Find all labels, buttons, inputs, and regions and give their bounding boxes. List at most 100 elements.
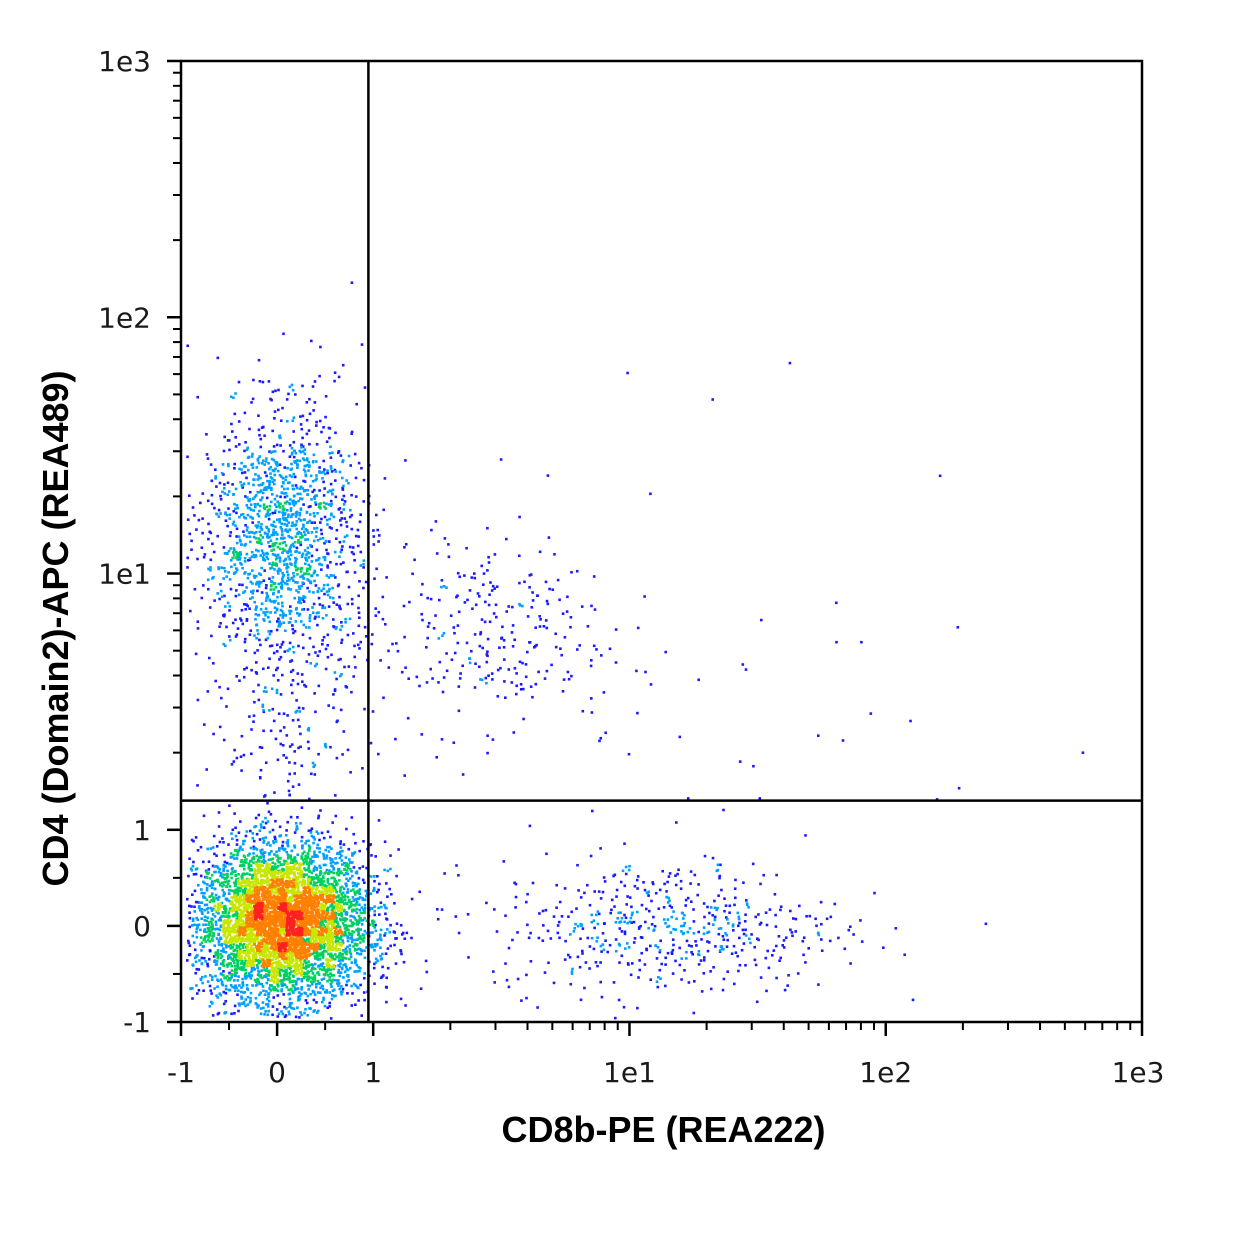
event-dot bbox=[319, 881, 323, 884]
event-dot bbox=[323, 606, 327, 609]
event-dot bbox=[243, 956, 247, 959]
event-dot bbox=[296, 581, 299, 584]
event-dot bbox=[627, 963, 630, 966]
event-dot bbox=[300, 620, 303, 623]
event-dot bbox=[300, 1013, 303, 1017]
event-dot bbox=[652, 915, 655, 919]
event-dot bbox=[636, 910, 639, 914]
event-dot bbox=[317, 611, 320, 614]
event-dot bbox=[268, 545, 271, 548]
event-dot bbox=[278, 624, 282, 628]
event-dot bbox=[602, 876, 606, 879]
event-dot bbox=[711, 914, 714, 917]
event-dot bbox=[303, 971, 306, 975]
event-dot bbox=[308, 590, 311, 593]
event-dot bbox=[644, 920, 647, 924]
event-dot bbox=[644, 670, 647, 674]
event-dot bbox=[319, 963, 323, 966]
event-dot bbox=[278, 620, 282, 623]
event-dot bbox=[537, 670, 540, 674]
event-dot bbox=[259, 538, 262, 542]
event-dot bbox=[327, 576, 331, 579]
event-dot bbox=[235, 838, 239, 842]
event-dot bbox=[324, 415, 327, 419]
event-dot bbox=[357, 999, 360, 1002]
event-dot bbox=[352, 930, 356, 934]
event-dot bbox=[241, 981, 245, 984]
event-dot bbox=[230, 832, 233, 835]
event-dot bbox=[302, 623, 306, 627]
event-dot bbox=[296, 886, 300, 889]
event-dot bbox=[217, 943, 221, 946]
event-dot bbox=[341, 990, 344, 994]
event-dot bbox=[243, 572, 246, 575]
event-dot bbox=[357, 606, 360, 610]
event-dot bbox=[269, 989, 272, 992]
event-dot bbox=[265, 496, 269, 500]
event-dot bbox=[334, 794, 337, 797]
event-dot bbox=[759, 882, 762, 886]
event-dot bbox=[262, 558, 265, 561]
event-dot bbox=[299, 497, 302, 500]
event-dot bbox=[334, 911, 338, 915]
event-dot bbox=[205, 898, 209, 902]
event-dot bbox=[202, 860, 205, 864]
event-dot bbox=[283, 582, 287, 585]
event-dot bbox=[372, 924, 375, 927]
event-dot bbox=[355, 952, 359, 955]
event-dot bbox=[284, 529, 287, 532]
event-dot bbox=[276, 679, 280, 682]
event-dot bbox=[342, 976, 345, 979]
event-dot bbox=[327, 889, 331, 892]
event-dot bbox=[552, 981, 556, 985]
event-dot bbox=[356, 891, 360, 894]
event-dot bbox=[566, 670, 570, 674]
event-dot bbox=[443, 872, 446, 875]
event-dot bbox=[273, 473, 277, 477]
event-dot bbox=[290, 453, 294, 456]
event-dot bbox=[256, 871, 260, 875]
event-dot bbox=[513, 667, 517, 670]
event-dot bbox=[438, 598, 441, 602]
event-dot bbox=[342, 963, 345, 967]
event-dot bbox=[254, 874, 258, 877]
event-dot bbox=[317, 982, 320, 985]
event-dot bbox=[737, 915, 741, 919]
event-dot bbox=[306, 970, 309, 973]
event-dot bbox=[254, 956, 257, 959]
event-dot bbox=[267, 486, 271, 490]
event-dot bbox=[311, 980, 314, 984]
event-dot bbox=[610, 898, 614, 902]
event-dot bbox=[369, 875, 373, 878]
event-dot bbox=[196, 992, 199, 995]
event-dot bbox=[347, 879, 350, 882]
event-dot bbox=[354, 534, 358, 538]
event-dot bbox=[425, 970, 429, 974]
event-dot bbox=[273, 497, 277, 501]
event-dot bbox=[336, 939, 340, 943]
event-dot bbox=[356, 985, 359, 989]
event-dot bbox=[280, 846, 284, 850]
event-dot bbox=[289, 535, 292, 539]
event-dot bbox=[294, 822, 298, 825]
event-dot bbox=[593, 890, 596, 893]
event-dot bbox=[317, 880, 320, 883]
event-dot bbox=[290, 462, 293, 466]
event-dot bbox=[186, 566, 189, 569]
event-dot bbox=[320, 945, 323, 948]
event-dot bbox=[323, 541, 326, 545]
event-dot bbox=[230, 927, 234, 930]
event-dot bbox=[234, 618, 237, 621]
event-dot bbox=[289, 670, 293, 674]
event-dot bbox=[280, 485, 284, 488]
event-dot bbox=[455, 595, 458, 599]
event-dot bbox=[271, 477, 274, 480]
event-dot bbox=[243, 973, 247, 976]
event-dot bbox=[602, 948, 606, 952]
event-dot bbox=[276, 980, 279, 984]
event-dot bbox=[296, 827, 299, 830]
event-dot bbox=[307, 505, 311, 509]
event-dot bbox=[331, 586, 334, 590]
event-dot bbox=[304, 528, 308, 531]
event-dot bbox=[273, 606, 277, 610]
